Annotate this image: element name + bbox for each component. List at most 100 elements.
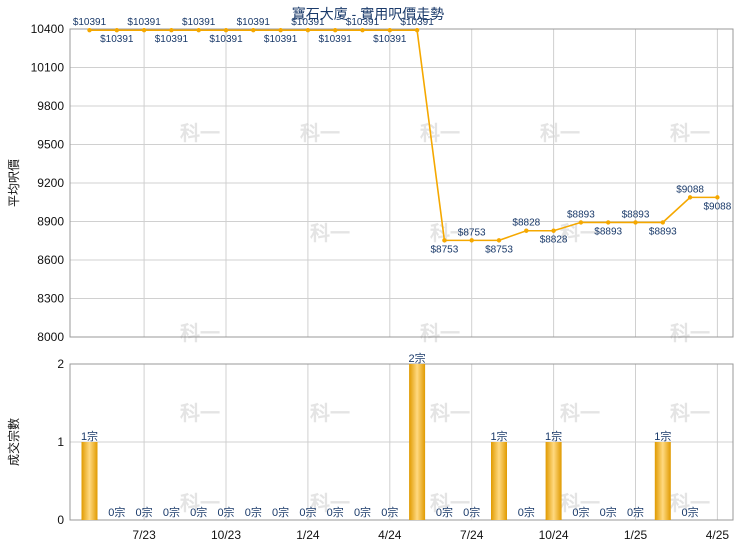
price-point bbox=[169, 27, 174, 33]
watermark-text: 科一 bbox=[420, 321, 460, 345]
price-data-label: $10391 bbox=[291, 17, 325, 28]
watermark-text: 科一 bbox=[560, 401, 600, 425]
bar-value-label: 0宗 bbox=[299, 505, 316, 519]
price-point bbox=[251, 27, 256, 33]
chart-title: 寶石大廈 - 實用呎價走勢 bbox=[292, 6, 444, 22]
watermark-text: 科一 bbox=[430, 491, 470, 515]
price-point bbox=[606, 220, 611, 225]
bottom-y-ticks: 0 1 2 bbox=[57, 357, 64, 527]
bottom-y-tick-label: 2 bbox=[57, 357, 64, 371]
x-tick-label: 4/24 bbox=[378, 528, 402, 542]
price-data-label: $10391 bbox=[400, 17, 434, 28]
bar-value-label: 0宗 bbox=[217, 505, 234, 519]
bar-value-label: 0宗 bbox=[136, 505, 153, 519]
bottom-y-tick-label: 0 bbox=[57, 513, 64, 527]
watermark-text: 科一 bbox=[670, 321, 710, 345]
price-data-label: $8893 bbox=[594, 226, 622, 237]
price-data-label: $8753 bbox=[458, 227, 486, 238]
price-point bbox=[551, 228, 556, 233]
price-point bbox=[687, 195, 693, 200]
bar-value-label: 0宗 bbox=[600, 505, 617, 519]
watermark-text: 科一 bbox=[670, 401, 710, 425]
bottom-panel-frame bbox=[69, 363, 734, 521]
price-data-label: $10391 bbox=[237, 17, 271, 28]
watermark-text: 科一 bbox=[560, 491, 600, 515]
price-point bbox=[114, 27, 120, 33]
top-y-tick-label: 10400 bbox=[31, 22, 65, 36]
bar-series bbox=[81, 364, 671, 520]
price-data-label: $8893 bbox=[649, 226, 677, 237]
watermark-text: 科一 bbox=[430, 401, 470, 425]
bar-value-label: 1宗 bbox=[490, 429, 507, 443]
top-y-tick-label: 9200 bbox=[37, 176, 64, 190]
price-point bbox=[333, 27, 338, 33]
price-line bbox=[89, 29, 718, 242]
price-point bbox=[442, 238, 447, 243]
watermark-text: 科一 bbox=[180, 321, 220, 345]
watermark-text: 科一 bbox=[310, 221, 350, 245]
bar-value-label: 2宗 bbox=[409, 351, 426, 365]
price-data-label: $8828 bbox=[540, 235, 568, 246]
top-y-tick-label: 10100 bbox=[31, 61, 65, 75]
price-point bbox=[196, 27, 201, 33]
price-data-label: $9088 bbox=[703, 201, 731, 212]
bar-value-label: 0宗 bbox=[381, 505, 398, 519]
bar-value-label: 1宗 bbox=[81, 429, 98, 443]
price-point bbox=[469, 238, 474, 243]
watermark-text: 科一 bbox=[540, 121, 580, 145]
top-y-tick-label: 8600 bbox=[37, 253, 64, 267]
top-y-tick-label: 8300 bbox=[37, 292, 64, 306]
price-point bbox=[578, 220, 584, 225]
top-panel-frame bbox=[69, 28, 734, 338]
bottom-y-tick-label: 1 bbox=[57, 435, 64, 449]
price-data-label: $10391 bbox=[209, 34, 243, 45]
bar bbox=[81, 442, 98, 520]
price-data-label: $10391 bbox=[373, 34, 407, 45]
price-point bbox=[633, 220, 638, 225]
price-point bbox=[305, 27, 311, 33]
bottom-panel-grid bbox=[70, 363, 733, 521]
price-data-label: $10391 bbox=[319, 34, 353, 45]
bar bbox=[409, 364, 426, 520]
bar bbox=[654, 442, 671, 520]
top-panel-grid bbox=[70, 28, 733, 338]
price-point bbox=[141, 27, 147, 33]
price-data-label: $10391 bbox=[73, 17, 107, 28]
x-tick-label: 10/23 bbox=[211, 528, 241, 542]
bar-value-label: 1宗 bbox=[654, 429, 671, 443]
bar-value-label: 0宗 bbox=[682, 505, 699, 519]
price-point bbox=[496, 238, 502, 243]
price-data-label: $10391 bbox=[182, 17, 216, 28]
bar-value-label: 0宗 bbox=[245, 505, 262, 519]
price-data-label: $8828 bbox=[512, 218, 540, 229]
bar-value-label: 0宗 bbox=[163, 505, 180, 519]
price-data-label: $8893 bbox=[622, 209, 650, 220]
point-labels: $10391 $10391 $10391 $10391 $10391 $10391 $103… bbox=[73, 17, 732, 255]
price-point bbox=[360, 27, 365, 33]
price-point bbox=[414, 27, 420, 33]
price-data-label: $10391 bbox=[127, 17, 161, 28]
price-point bbox=[387, 27, 392, 33]
price-data-label: $10391 bbox=[100, 34, 134, 45]
watermark-text: 科一 bbox=[180, 491, 220, 515]
bar-value-label: 0宗 bbox=[436, 505, 453, 519]
price-data-label: $8753 bbox=[485, 244, 513, 255]
top-y-axis-label: 平均呎價 bbox=[7, 159, 21, 207]
watermark-text: 科一 bbox=[310, 401, 350, 425]
x-tick-label: 4/25 bbox=[706, 528, 730, 542]
x-tick-label: 10/24 bbox=[539, 528, 569, 542]
x-tick-label: 7/24 bbox=[460, 528, 484, 542]
x-ticks: 7/23 10/23 1/24 4/24 7/24 10/24 1/25 4/25 bbox=[132, 528, 729, 542]
watermark-text: 科一 bbox=[180, 401, 220, 425]
watermark-text: 科一 bbox=[670, 121, 710, 145]
watermark-text: 科一 bbox=[670, 491, 710, 515]
price-data-label: $9088 bbox=[676, 184, 704, 195]
bar bbox=[545, 442, 562, 520]
top-y-tick-label: 9500 bbox=[37, 138, 64, 152]
watermark-text: 科一 bbox=[560, 221, 600, 245]
watermark-text: 科一 bbox=[420, 121, 460, 145]
bar-value-label: 0宗 bbox=[327, 505, 344, 519]
bar-value-label: 0宗 bbox=[354, 505, 371, 519]
